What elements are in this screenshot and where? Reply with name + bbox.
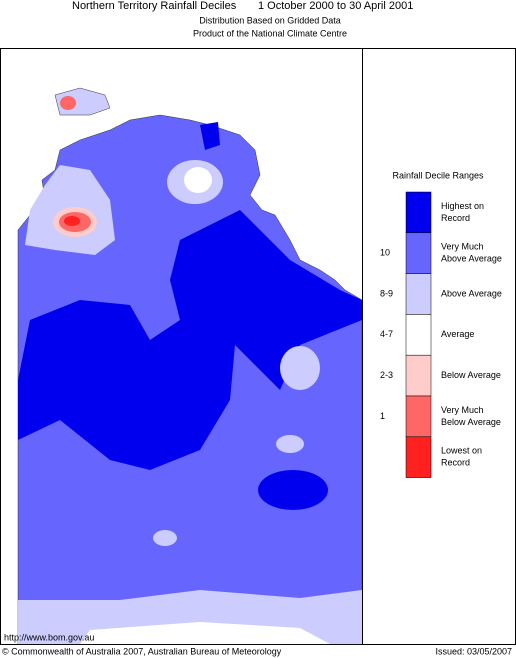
- legend-swatch: [405, 191, 432, 234]
- legend-label: Above Average: [441, 288, 502, 298]
- map: [0, 48, 363, 645]
- legend-label: Average: [441, 329, 474, 339]
- legend-label: Lowest on: [441, 446, 482, 456]
- highest: [200, 122, 220, 150]
- lowest: [64, 216, 80, 226]
- legend-swatch: [405, 314, 432, 356]
- issued: Issued: 03/05/2007: [435, 646, 512, 656]
- legend: Highest on Record 10 Very Much Above Average…: [380, 191, 502, 478]
- legend-range: 1: [380, 411, 385, 421]
- legend-label: Record: [441, 458, 470, 468]
- above-avg: [153, 530, 177, 546]
- above-avg: [276, 435, 304, 453]
- average: [80, 622, 330, 644]
- url: http://www.bom.gov.au: [4, 632, 94, 642]
- legend-range: 10: [380, 248, 390, 258]
- legend-title: Rainfall Decile Ranges: [392, 170, 484, 180]
- legend-label: Very Much: [441, 405, 484, 415]
- legend-range: 2-3: [380, 370, 393, 380]
- legend-label: Below Average: [441, 370, 501, 380]
- highest: [18, 210, 362, 470]
- product: Product of the National Climate Centre: [193, 28, 347, 38]
- legend-frame: [362, 48, 516, 645]
- highest: [258, 470, 328, 510]
- legend-range: 8-9: [380, 288, 393, 298]
- subtitle: Distribution Based on Gridded Data: [199, 15, 341, 25]
- legend-swatch: [405, 232, 432, 274]
- period: 1 October 2000 to 30 April 2001: [258, 0, 413, 12]
- copyright: © Commonwealth of Australia 2007, Austra…: [2, 646, 282, 656]
- legend-swatch: [405, 395, 432, 438]
- legend-label: Very Much: [441, 242, 484, 252]
- title: Northern Territory Rainfall Deciles: [72, 0, 237, 12]
- legend-range: 4-7: [380, 329, 393, 339]
- legend-label: Highest on: [441, 201, 484, 211]
- island-low: [60, 96, 76, 110]
- legend-label: Below Average: [441, 417, 501, 427]
- legend-swatch: [405, 436, 432, 478]
- legend-label: Above Average: [441, 254, 502, 264]
- legend-swatch: [405, 273, 432, 315]
- above-avg: [280, 346, 320, 390]
- average: [184, 167, 212, 193]
- legend-swatch: [405, 354, 432, 397]
- legend-label: Record: [441, 213, 470, 223]
